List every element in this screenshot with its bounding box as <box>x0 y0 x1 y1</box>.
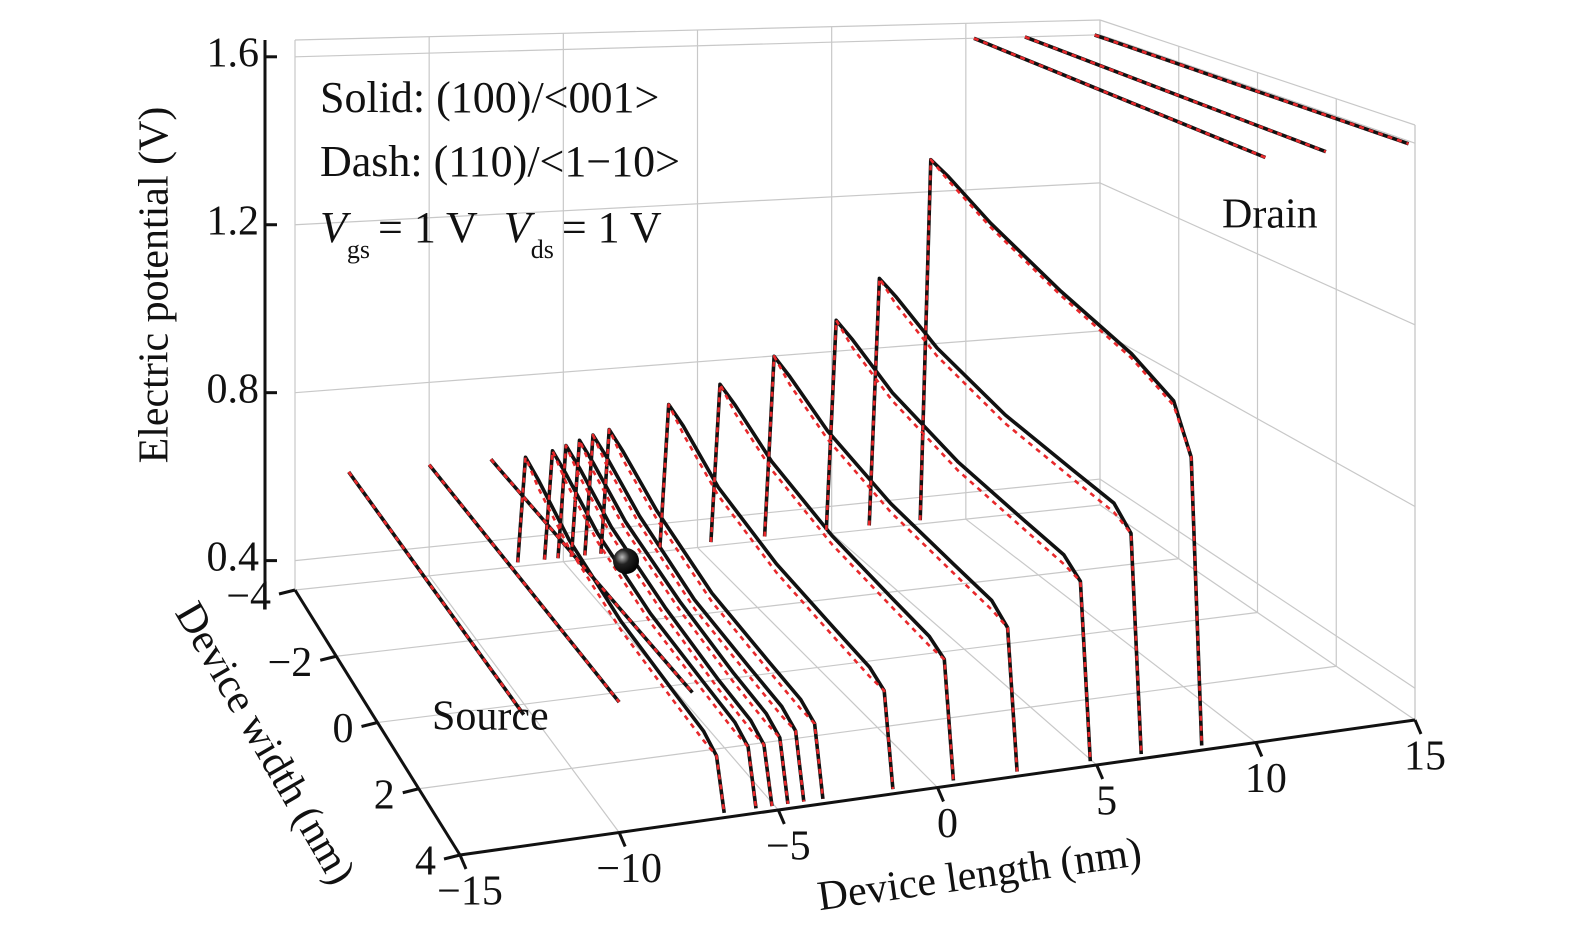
y-tick <box>319 654 337 662</box>
potential-curve <box>570 439 790 805</box>
grid-line <box>1099 34 1416 144</box>
potential-curve <box>762 354 1019 772</box>
y-tick-label: −2 <box>268 640 313 686</box>
y-tick <box>443 853 461 861</box>
x-tick <box>1095 764 1105 780</box>
x-tick <box>617 831 627 848</box>
potential-curve <box>556 444 774 807</box>
box-edge <box>1099 19 1416 126</box>
x-tick-label: −5 <box>766 824 811 870</box>
potential-curve <box>824 318 1093 762</box>
x-tick <box>458 854 468 870</box>
potential-curve <box>543 449 758 809</box>
x-tick <box>1413 719 1423 735</box>
condition-symbol: V <box>320 203 352 252</box>
x-tick-label: 10 <box>1245 756 1287 802</box>
conditions: Vgs = 1 V Vds = 1 V <box>320 203 662 264</box>
grid-line <box>294 34 1101 58</box>
box-edge <box>294 19 1101 41</box>
grid-line <box>294 330 1101 394</box>
electron-marker <box>613 548 639 574</box>
potential-curve <box>867 276 1143 755</box>
potential-curve <box>428 463 621 703</box>
x-tick-label: −10 <box>596 846 662 892</box>
grid-line <box>336 558 1179 657</box>
condition-symbol: V <box>504 203 536 252</box>
potential-curve <box>583 433 806 802</box>
annotation-drain: Drain <box>1222 192 1318 238</box>
y-tick <box>402 787 420 795</box>
grid-line <box>377 611 1258 724</box>
potential-curve <box>516 456 726 814</box>
grid-line <box>294 504 1101 591</box>
z-tick-label: 0.4 <box>207 534 260 580</box>
x-tick-label: 0 <box>937 801 958 847</box>
potential-curve <box>489 458 694 694</box>
y-tick-label: 0 <box>333 706 354 752</box>
potential-curve <box>569 438 790 805</box>
potential-curve <box>918 158 1203 746</box>
grid-line <box>294 182 1101 226</box>
annotation-source: Source <box>432 694 549 740</box>
potential-curve <box>825 319 1092 762</box>
potential-curve <box>658 403 895 790</box>
grid-line <box>1099 478 1416 689</box>
legend-solid: Solid: (100)/<001> <box>320 73 659 122</box>
y-tick <box>278 588 296 596</box>
potential-curve <box>709 382 956 781</box>
potential-curve <box>763 355 1019 772</box>
y-tick-label: −4 <box>226 574 271 620</box>
condition-subscript: ds <box>531 235 554 264</box>
potential-curve <box>973 36 1267 160</box>
x-tick-label: 15 <box>1404 734 1446 780</box>
condition-text: = 1 V <box>378 203 478 252</box>
y-tick <box>361 721 378 728</box>
potential-curve <box>918 157 1204 746</box>
legend-dash: Dash: (110)/<1−10> <box>320 137 680 186</box>
y-tick-label: 4 <box>415 839 436 885</box>
potential-curve <box>542 449 758 809</box>
x-tick-label: 5 <box>1096 779 1117 825</box>
x-tick <box>776 809 786 825</box>
curves <box>347 33 1410 814</box>
potential-curve <box>709 383 955 781</box>
grid-line <box>294 478 1101 562</box>
x-axis-title: Device length (nm) <box>815 829 1145 920</box>
x-tick <box>936 786 945 803</box>
potential-curve <box>1094 33 1410 146</box>
z-tick-label: 0.8 <box>207 366 260 412</box>
x-tick <box>1254 741 1264 758</box>
grid-line <box>418 665 1337 790</box>
potential-curve <box>1024 35 1327 153</box>
grid-line <box>1099 330 1416 508</box>
condition-subscript: gs <box>347 235 370 264</box>
x-tick-label: −15 <box>437 869 503 915</box>
potential-curve <box>347 471 525 716</box>
z-tick-label: 1.2 <box>207 198 260 244</box>
grid-line <box>1099 182 1416 326</box>
condition-text: = 1 V <box>562 203 662 252</box>
z-axis-title: Electric potential (V) <box>132 107 178 464</box>
y-tick-label: 2 <box>374 772 395 818</box>
potential-curve <box>583 433 806 802</box>
z-tick-label: 1.6 <box>207 30 260 76</box>
